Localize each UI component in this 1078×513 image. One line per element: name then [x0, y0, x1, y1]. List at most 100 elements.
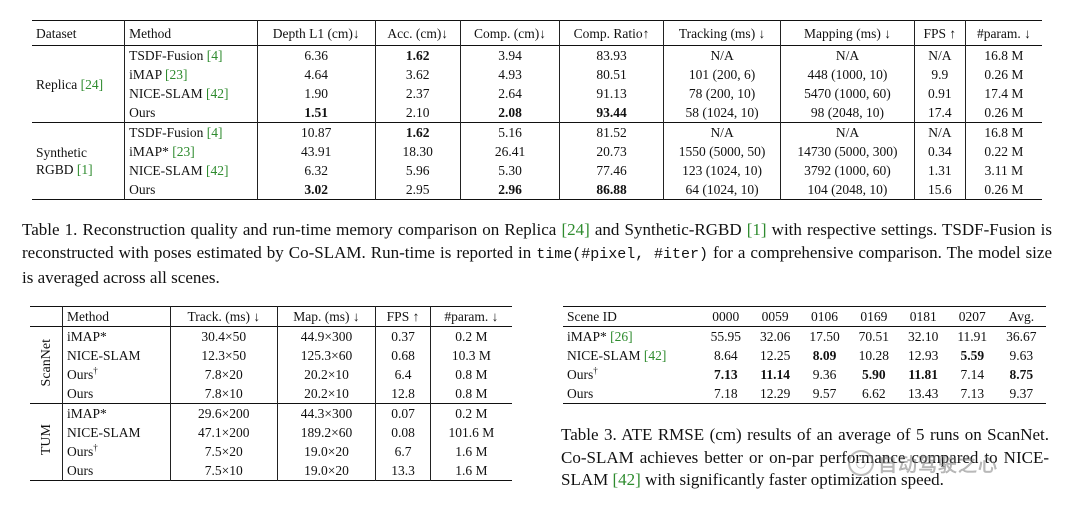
citation-link[interactable]: [24]: [80, 76, 104, 92]
table-row: NICE-SLAM 47.1×200 189.2×60 0.08 101.6 M: [30, 423, 512, 442]
table-cell: 0.08: [375, 423, 431, 442]
citation-link[interactable]: [23]: [165, 67, 188, 82]
citation-link[interactable]: [42]: [206, 163, 229, 178]
method-name: Ours: [567, 367, 594, 382]
method-cell: iMAP* [26]: [563, 327, 701, 347]
table-1-header: Comp. Ratio↑: [559, 20, 664, 46]
method-name: NICE-SLAM: [129, 86, 203, 101]
method-cell: NICE-SLAM [42]: [563, 346, 701, 365]
table-2-header: Map. (ms) ↓: [276, 306, 376, 327]
table-cell: 10.87: [256, 122, 375, 142]
table-cell: 36.67: [1006, 329, 1037, 344]
table-cell: 32.10: [908, 329, 939, 344]
table-1: Dataset Method Depth L1 (cm)↓ Acc. (cm)↓…: [32, 20, 1042, 200]
table-cell: 16.8 M: [964, 45, 1042, 65]
table-cell: 7.18: [713, 386, 738, 401]
table-cell: 11.91: [957, 329, 988, 344]
table-cell: 0.2 M: [429, 403, 512, 423]
table-cell: 3.94: [459, 45, 560, 65]
method-name: iMAP*: [567, 329, 607, 344]
method-cell: Ours: [62, 461, 171, 481]
caption-text: for a comprehensive comparison. The mode…: [22, 243, 1052, 287]
table-cell: 4.93: [459, 65, 560, 84]
table-1-header: Depth L1 (cm)↓: [256, 20, 375, 46]
table-2-header: Method: [62, 306, 171, 327]
caption-text: and Synthetic-RGBD: [589, 220, 747, 239]
table-row: TUM iMAP* 29.6×200 44.3×300 0.07 0.2 M: [30, 403, 512, 456]
table-2: Method Track. (ms) ↓ Map. (ms) ↓ FPS ↑ #…: [30, 306, 512, 481]
table-cell: 8.09: [812, 348, 837, 363]
table-cell: 20.2×10: [276, 384, 376, 404]
table-cell: 17.50: [809, 329, 840, 344]
table-cell: 448 (1000, 10): [780, 65, 915, 84]
table-cell: 58 (1024, 10): [662, 103, 781, 123]
method-name: Ours: [67, 463, 94, 478]
table-row: NICE-SLAM [42] 8.64 12.25 8.09 10.28 12.93 5.5…: [563, 346, 1046, 365]
table-row: iMAP* [23] 43.91 18.30 26.41 20.73 1550 (5000…: [32, 142, 1042, 161]
table-2-header: FPS ↑: [375, 306, 431, 327]
table-1-header: Comp. (cm)↓: [459, 20, 560, 46]
dagger-mark: †: [593, 365, 598, 376]
table-cell: N/A: [780, 45, 915, 65]
table-cell: N/A: [913, 122, 966, 142]
table-cell: 93.44: [559, 103, 664, 123]
table-cell: 4.64: [256, 65, 375, 84]
table-row: Ours 3.02 2.95 2.96 86.88 64 (1024, 10) 104 (2…: [32, 180, 1042, 200]
method-name: iMAP*: [67, 329, 107, 344]
table-3-body: iMAP* [26] 55.95 32.06 17.50 70.51 32.10 11.91…: [563, 326, 1046, 404]
dataset-cell: Replica [24]: [32, 46, 125, 123]
method-name: iMAP*: [67, 406, 107, 421]
table-cell: 77.46: [559, 161, 664, 180]
table-row: Replica [24] TSDF-Fusion [4] 6.36 1.62 3.94 8…: [32, 45, 1042, 92]
table-cell: 13.43: [908, 386, 939, 401]
table-cell: 12.3×50: [169, 346, 278, 365]
method-cell: iMAP*: [62, 326, 171, 346]
citation-link[interactable]: [26]: [610, 329, 633, 344]
table-cell: 0.07: [375, 403, 431, 423]
table-1-header: #param. ↓: [964, 20, 1042, 46]
table-3-header: 0000: [712, 309, 740, 324]
table-row: Ours† 7.13 11.14 9.36 5.90 11.81 7.14 8.75: [563, 365, 1046, 384]
table-row: NICE-SLAM [42] 6.32 5.96 5.30 77.46 123 (1024…: [32, 161, 1042, 180]
citation-link[interactable]: [1]: [76, 162, 93, 177]
table-cell: 5470 (1000, 60): [780, 84, 915, 103]
dataset-name: Synthetic: [36, 145, 87, 160]
method-cell: NICE-SLAM [42]: [124, 161, 258, 180]
method-name: iMAP*: [129, 144, 169, 159]
caption-text: Table 1. Reconstruction quality and run-…: [22, 220, 562, 239]
table-cell: 9.36: [812, 367, 837, 382]
method-name: NICE-SLAM: [567, 348, 641, 363]
code-text: time(#pixel, #iter): [536, 246, 709, 263]
citation-link[interactable]: [23]: [172, 144, 195, 159]
table-cell: 64 (1024, 10): [662, 180, 781, 200]
table-3-header: Avg.: [1008, 309, 1035, 324]
table-cell: 91.13: [559, 84, 664, 103]
method-cell: iMAP [23]: [124, 65, 258, 84]
table-cell: 0.2 M: [429, 326, 512, 346]
citation-link[interactable]: [1]: [746, 220, 767, 239]
table-cell: 1.62: [374, 122, 461, 142]
table-cell: 7.13: [960, 386, 985, 401]
table-cell: 6.36: [256, 45, 375, 65]
table-cell: 0.68: [375, 346, 431, 365]
citation-link[interactable]: [24]: [561, 220, 590, 239]
table-cell: 19.0×20: [276, 442, 376, 461]
table-cell: 7.5×10: [169, 461, 278, 481]
citation-link[interactable]: [4]: [206, 48, 223, 63]
table-cell: 8.64: [713, 348, 738, 363]
citation-link[interactable]: [4]: [206, 125, 223, 140]
table-cell: 0.26 M: [964, 103, 1042, 123]
method-name: TSDF-Fusion: [129, 48, 204, 63]
table-cell: 0.26 M: [964, 65, 1042, 84]
table-cell: 7.8×10: [169, 384, 278, 404]
dataset-name: RGBD: [36, 162, 74, 177]
citation-link[interactable]: [42]: [206, 86, 229, 101]
citation-link[interactable]: [42]: [643, 348, 667, 363]
table-2-header-row: Method Track. (ms) ↓ Map. (ms) ↓ FPS ↑ #…: [30, 306, 512, 327]
table-1-header: Acc. (cm)↓: [374, 20, 461, 46]
table-3-header: 0181: [909, 309, 937, 324]
table-cell: 2.10: [374, 103, 461, 123]
table-cell: 12.29: [759, 386, 791, 401]
table-row: Ours 7.18 12.29 9.57 6.62 13.43 7.13 9.37: [563, 384, 1046, 404]
citation-link[interactable]: [42]: [612, 470, 641, 489]
